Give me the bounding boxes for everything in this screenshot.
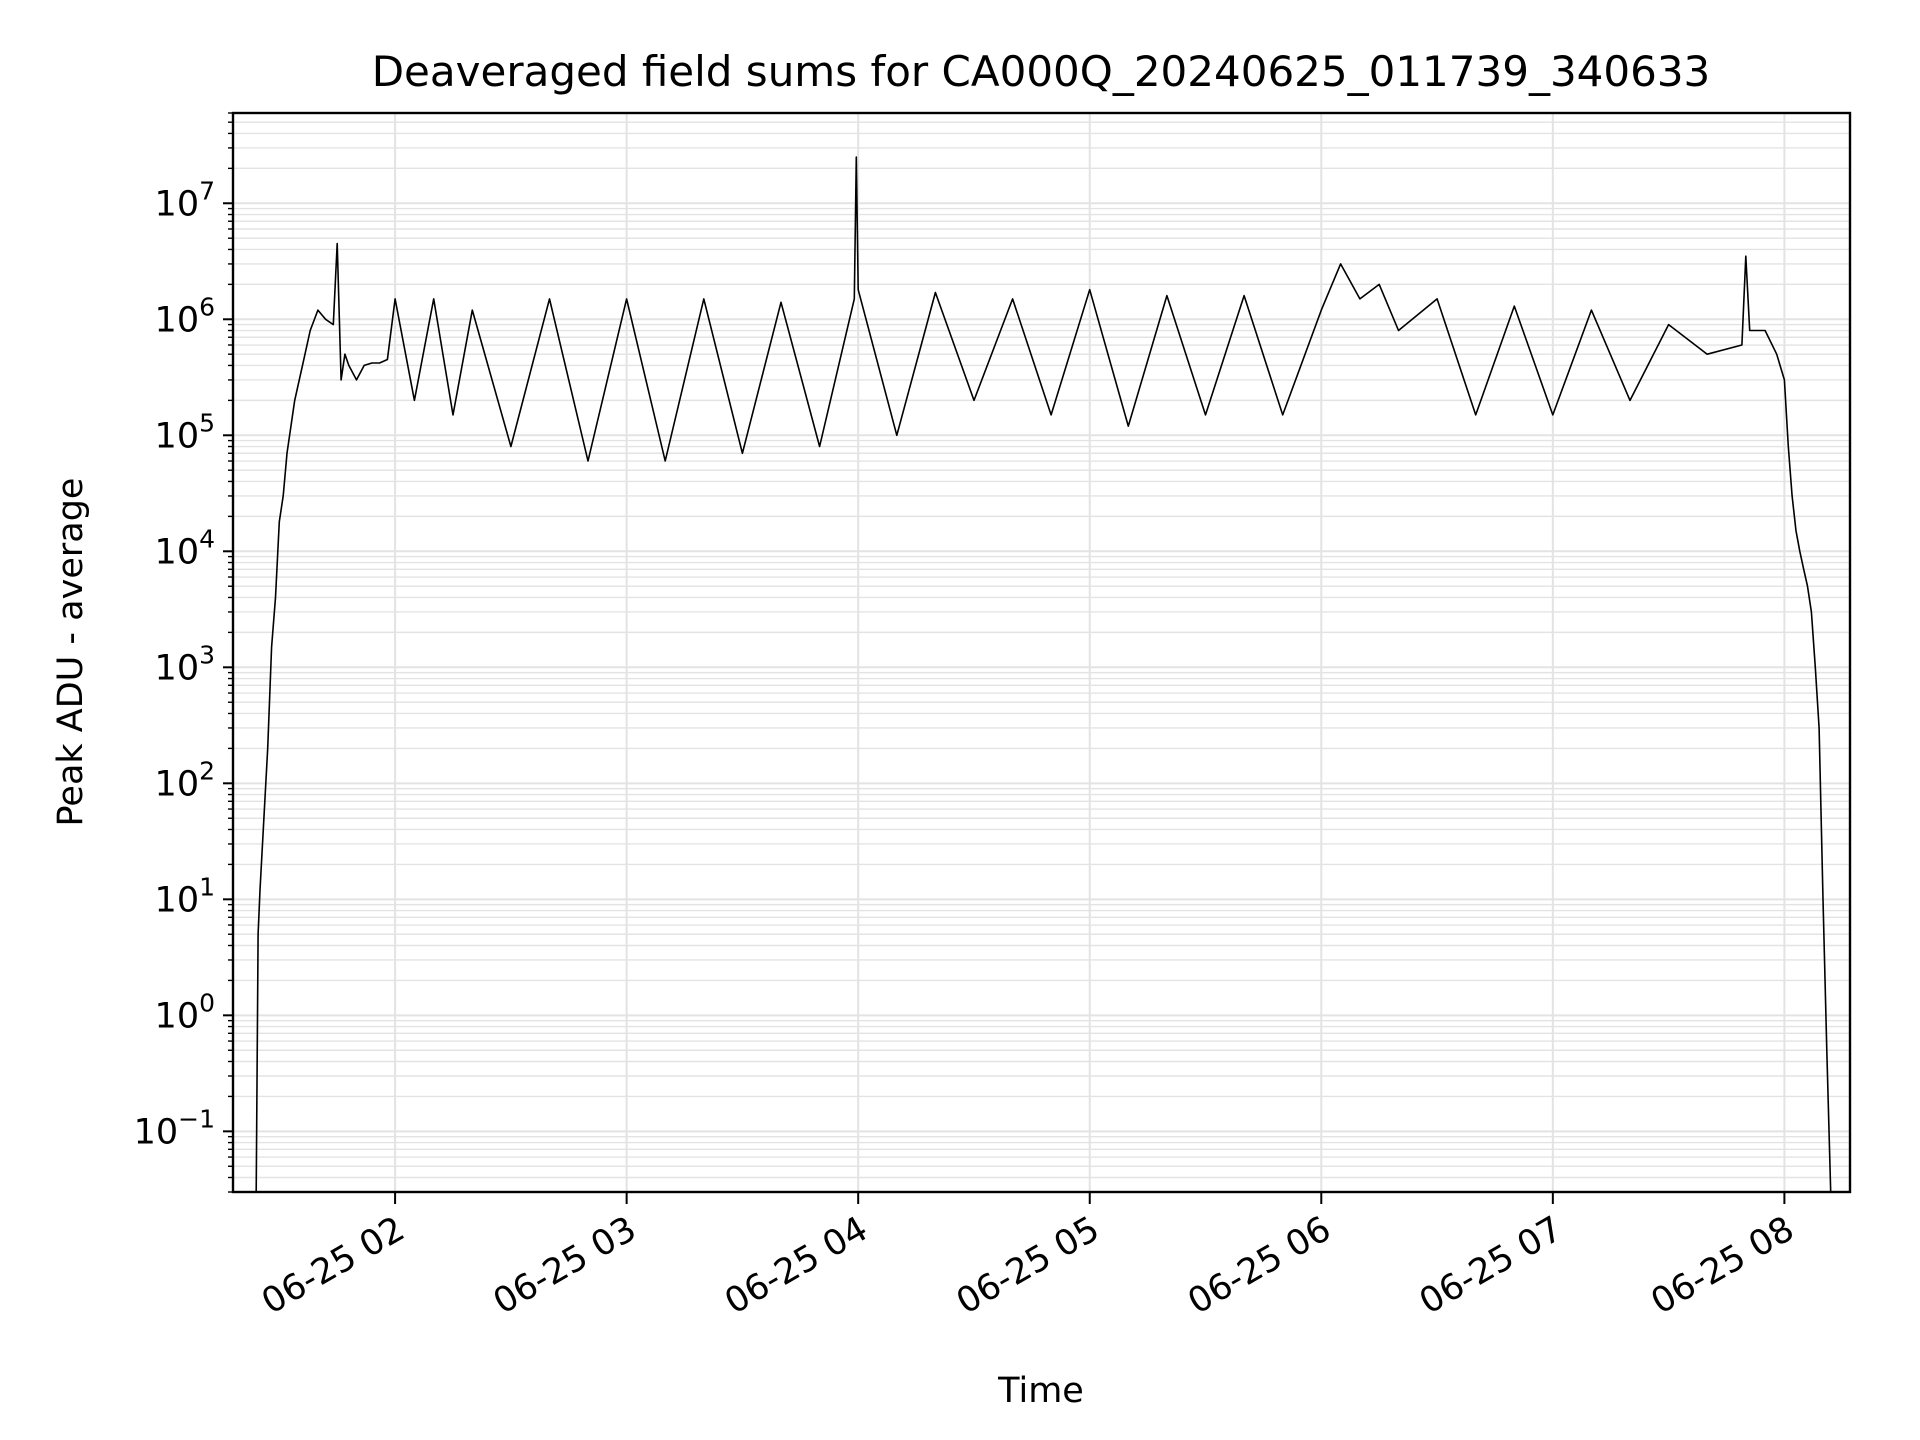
y-tick-label: 102 <box>155 756 215 804</box>
plot-series <box>255 156 1832 1192</box>
y-tick-label: 101 <box>155 872 215 920</box>
y-axis-label: Peak ADU - average <box>51 478 91 827</box>
y-tick-label: 100 <box>155 988 215 1036</box>
series-line <box>255 156 1832 1192</box>
y-tick-label: 10−1 <box>134 1104 215 1152</box>
y-tick-label: 107 <box>155 176 215 224</box>
grid-lines <box>233 112 1850 1193</box>
y-axis: 10−1 100 101 102 103 104 105 106 107 <box>134 112 233 1193</box>
y-tick-label: 105 <box>155 408 215 456</box>
y-tick-label: 106 <box>155 292 215 340</box>
plot-frame <box>231 111 1852 1194</box>
y-tick-label: 104 <box>155 524 215 572</box>
y-tick-label: 103 <box>155 640 215 688</box>
x-axis-label: Time <box>997 1371 1084 1411</box>
chart-title: Deaveraged field sums for CA000Q_2024062… <box>372 47 1711 96</box>
